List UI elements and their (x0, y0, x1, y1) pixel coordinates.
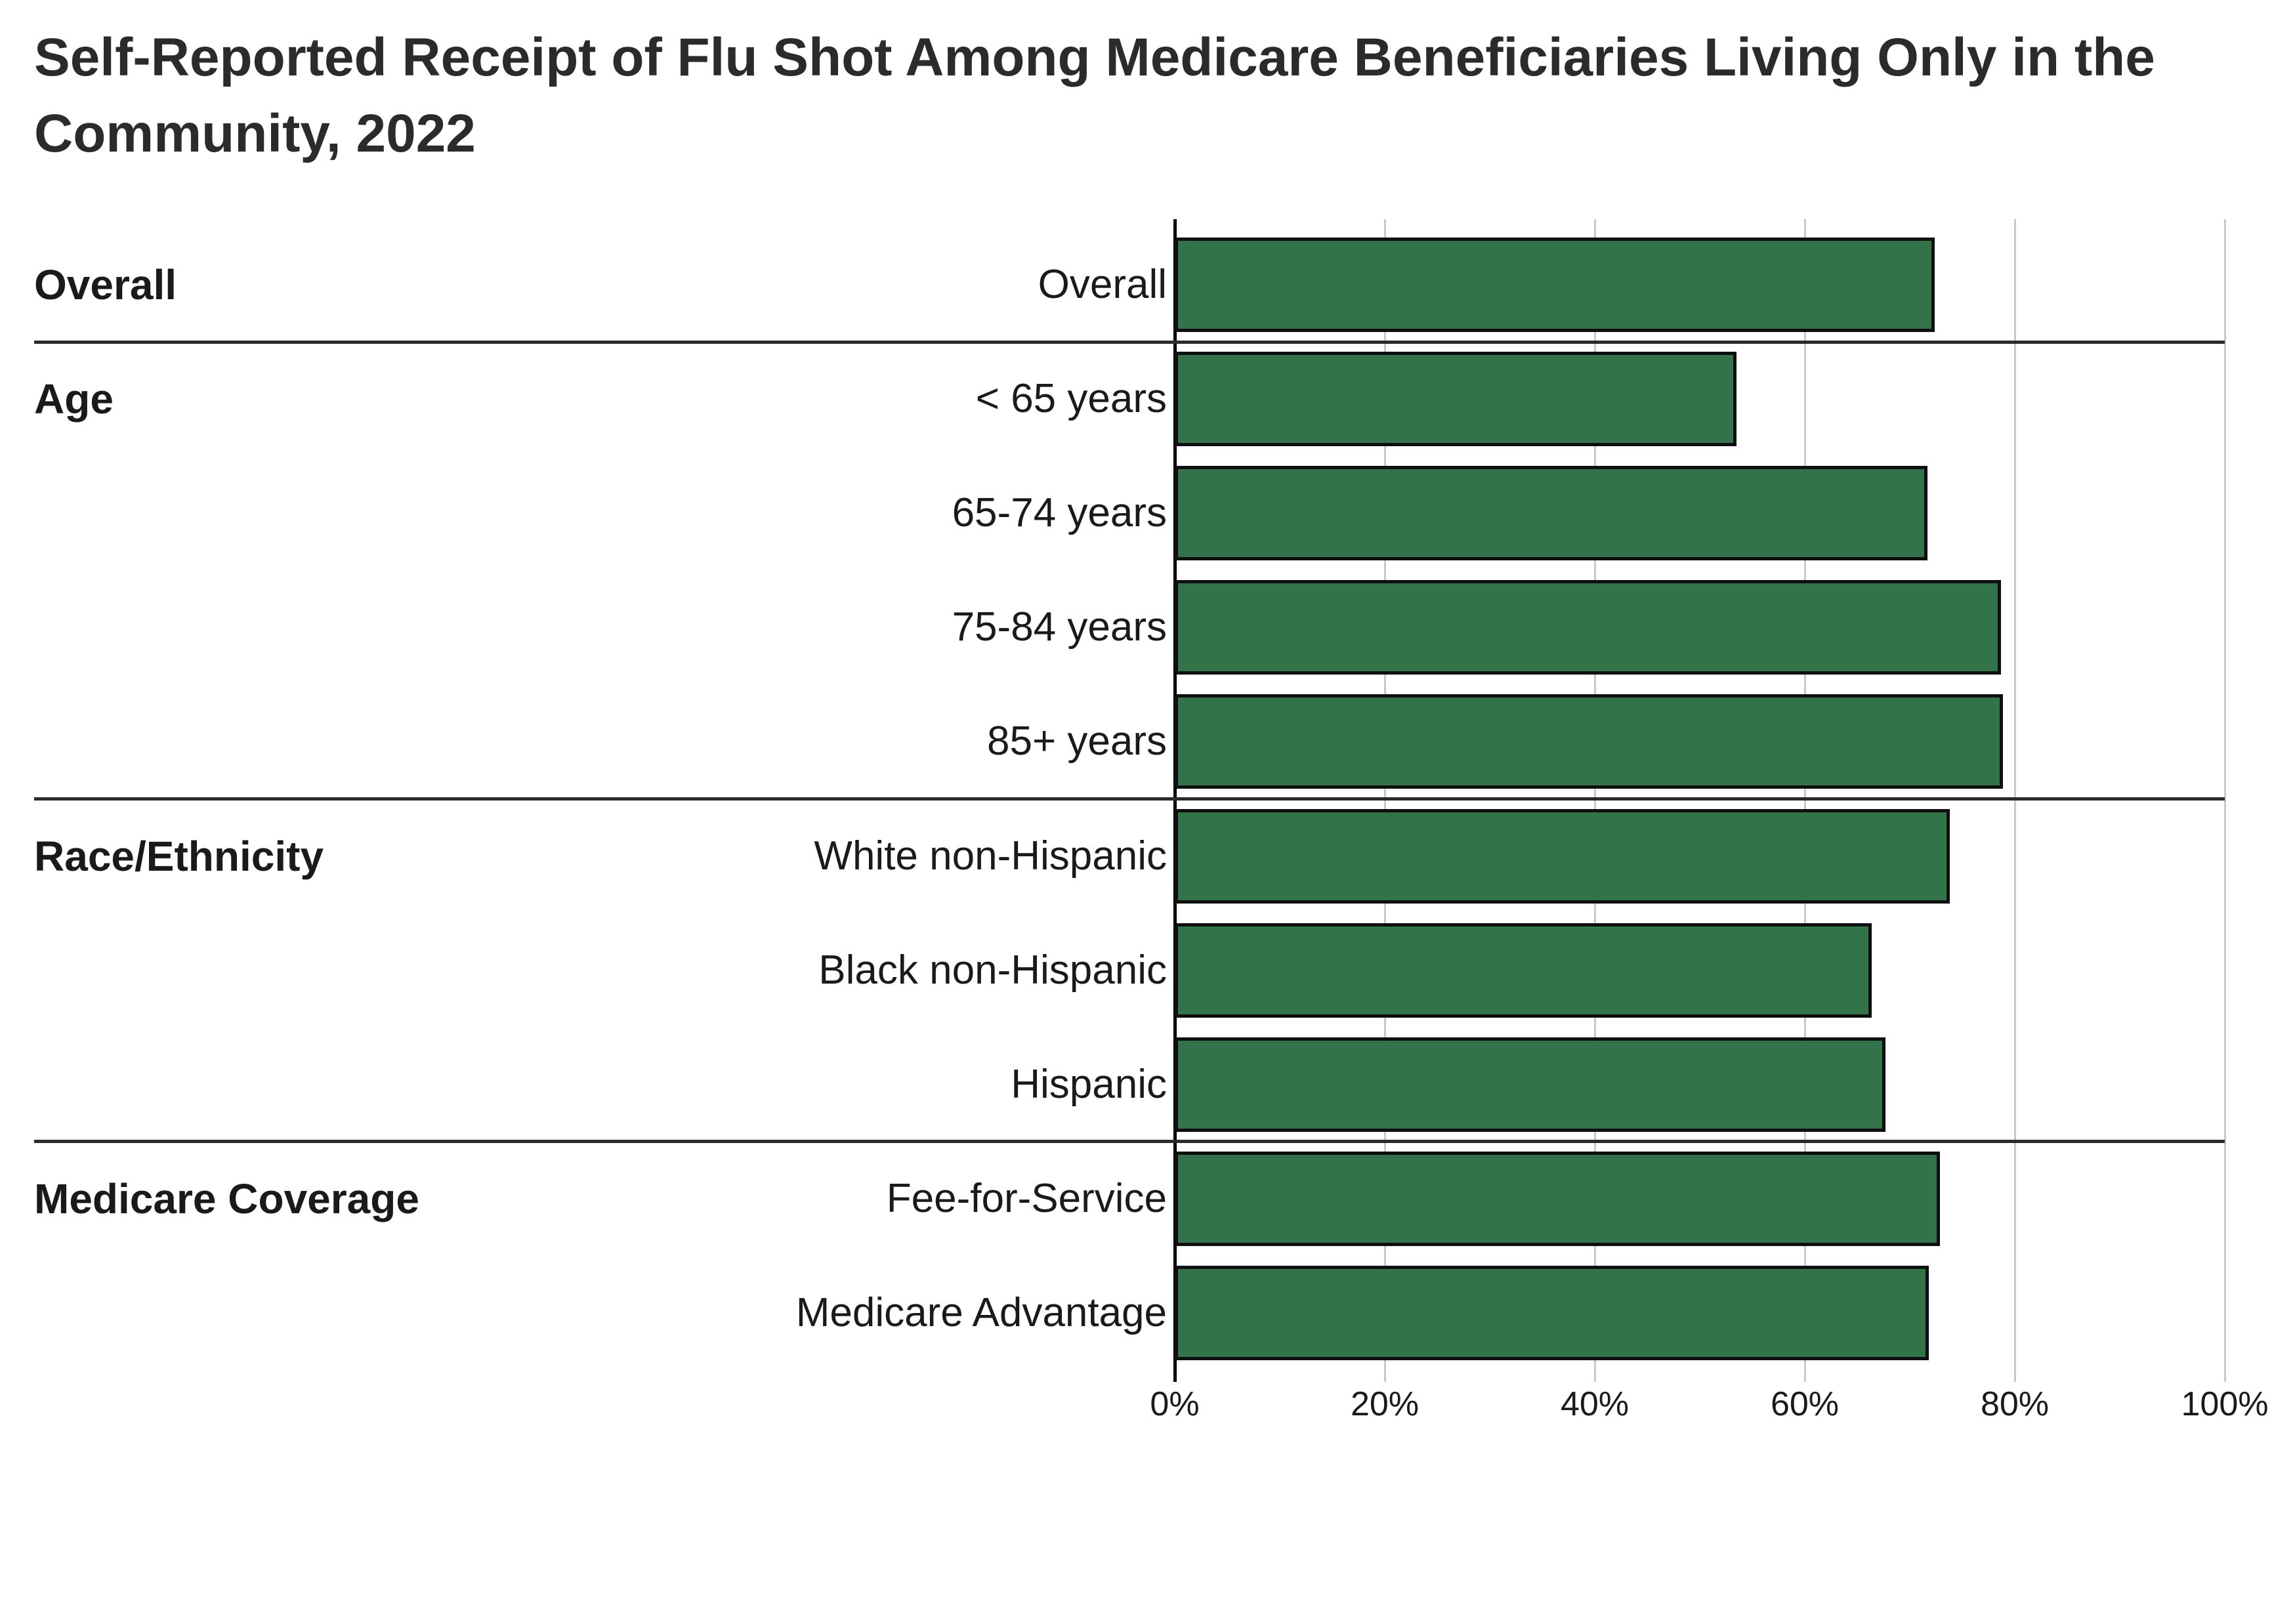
gridline (1803, 219, 1806, 1382)
group-label-medicare-coverage: Medicare Coverage (34, 1175, 419, 1222)
group-separator (34, 340, 2225, 344)
category-label-overall: Overall (1038, 262, 1167, 307)
category-label-75-84-years: 75-84 years (952, 604, 1167, 650)
y-axis-line (1173, 219, 1177, 1382)
group-label-age: Age (34, 375, 114, 423)
x-tick-label: 0% (1150, 1385, 1200, 1423)
bar-65-years (1175, 352, 1737, 447)
x-tick-label: 100% (2181, 1385, 2269, 1423)
group-separator (34, 797, 2225, 801)
chart-title: Self-Reported Receipt of Flu Shot Among … (34, 20, 2155, 172)
chart-title-line-2: Community, 2022 (34, 104, 476, 163)
group-label-overall: Overall (34, 261, 177, 308)
x-tick-label: 40% (1560, 1385, 1630, 1423)
bar-75-84-years (1175, 580, 2002, 675)
category-label-fee-for-service: Fee-for-Service (886, 1175, 1167, 1221)
group-separator (34, 1140, 2225, 1144)
category-label-medicare-advantage: Medicare Advantage (795, 1289, 1167, 1335)
category-label-white-non-hispanic: White non-Hispanic (814, 833, 1167, 879)
bar-overall (1175, 238, 1935, 332)
category-label-black-non-hispanic: Black non-Hispanic (818, 947, 1167, 993)
bar-fee-for-service (1175, 1151, 1941, 1246)
chart-title-line-1: Self-Reported Receipt of Flu Shot Among … (34, 28, 2155, 87)
x-tick-label: 20% (1350, 1385, 1420, 1423)
bar-white-non-hispanic (1175, 808, 1950, 904)
category-label-65-74-years: 65-74 years (952, 490, 1167, 536)
gridline (2013, 219, 2016, 1382)
bar-medicare-advantage (1175, 1265, 1929, 1360)
x-tick-label: 80% (1980, 1385, 2050, 1423)
gridline (1593, 219, 1596, 1382)
category-label-65-years: < 65 years (975, 376, 1167, 422)
bar-65-74-years (1175, 466, 1928, 561)
bar-black-non-hispanic (1175, 923, 1872, 1018)
category-label-85-years: 85+ years (986, 718, 1167, 764)
bar-85-years (1175, 694, 2004, 789)
gridline (1383, 219, 1386, 1382)
bar-hispanic (1175, 1037, 1886, 1132)
gridline (2223, 219, 2226, 1382)
x-tick-label: 60% (1770, 1385, 1840, 1423)
group-label-race-ethnicity: Race/Ethnicity (34, 832, 324, 880)
category-label-hispanic: Hispanic (1011, 1061, 1167, 1107)
